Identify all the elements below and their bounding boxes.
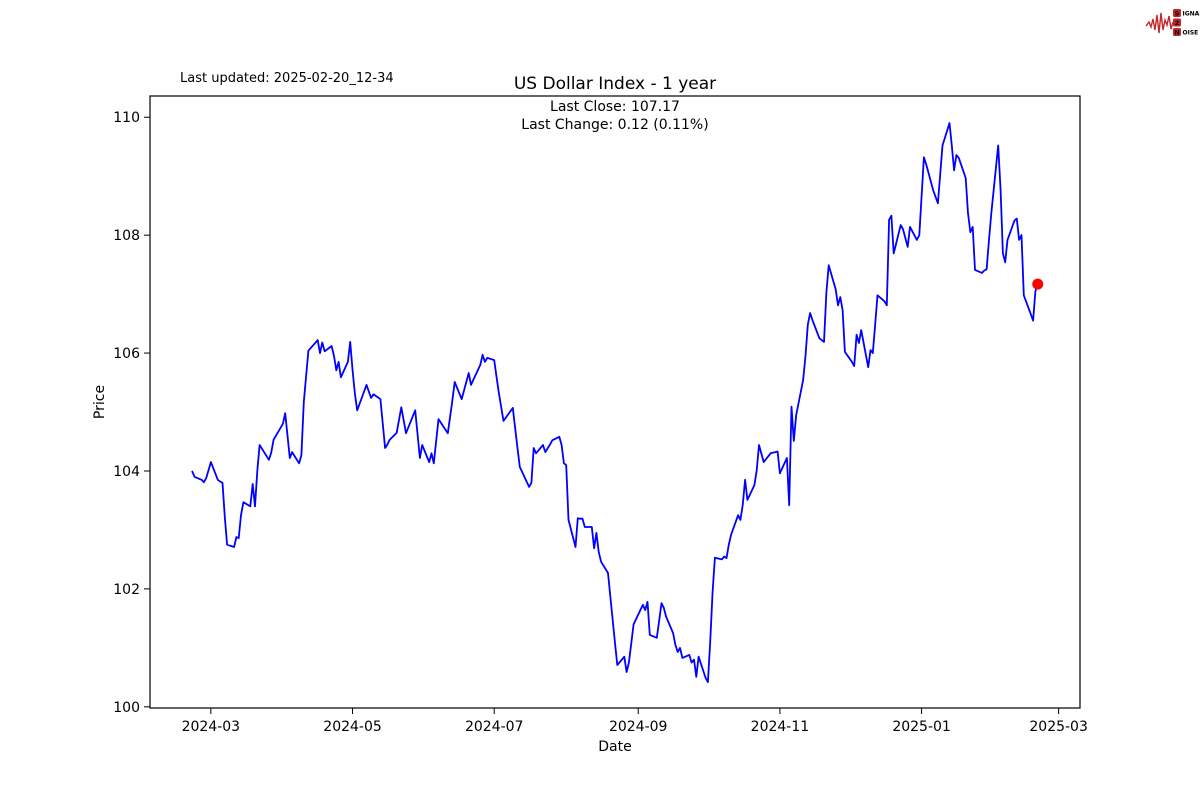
logo-text-ignal: IGNAL	[1183, 10, 1200, 17]
x-tick-label: 2024-05	[323, 719, 382, 735]
y-tick-label: 110	[113, 110, 140, 126]
price-series	[191, 122, 1044, 683]
logo-badge-2-digit: 2	[1175, 19, 1180, 27]
logo-badge-2	[1173, 18, 1181, 27]
logo-badge-n-letter: N	[1174, 28, 1179, 36]
y-tick-label: 104	[113, 464, 140, 480]
x-tick-label: 2025-01	[892, 719, 951, 735]
x-tick-label: 2024-07	[465, 719, 524, 735]
x-tick-label: 2024-11	[751, 719, 810, 735]
logo-row-1: S IGNAL	[1173, 9, 1200, 17]
last-updated-text: Last updated: 2025-02-20_12-34	[180, 71, 394, 86]
waveform-icon	[1145, 12, 1174, 34]
x-tick-label: 2024-03	[182, 719, 241, 735]
x-tick-label: 2024-09	[609, 719, 668, 735]
x-axis-label: Date	[598, 739, 631, 755]
signal2noise-logo: S IGNAL 2 N OISE	[1145, 9, 1200, 36]
x-tick-label: 2025-03	[1029, 719, 1088, 735]
logo-badge-s-letter: S	[1175, 9, 1180, 17]
y-tick-label: 108	[113, 228, 140, 244]
x-axis-ticks: 2024-03 2024-05 2024-07 2024-09 2024-11 2025-…	[182, 708, 1088, 735]
y-axis-ticks: 100 102 104 106 108 110	[113, 110, 150, 716]
logo-row-3: N OISE	[1173, 28, 1198, 36]
y-tick-label: 102	[113, 582, 140, 598]
chart-title: US Dollar Index - 1 year	[514, 74, 716, 94]
logo-badge-s	[1173, 9, 1181, 17]
last-close-annotation: Last Close: 107.17	[550, 99, 680, 115]
logo-text-oise: OISE	[1183, 29, 1199, 36]
last-change-annotation: Last Change: 0.12 (0.11%)	[521, 117, 708, 133]
y-tick-label: 100	[113, 700, 140, 716]
y-axis-label: Price	[92, 385, 108, 419]
logo-row-2: 2	[1173, 18, 1181, 27]
plot-border	[149, 95, 1081, 709]
price-line	[191, 122, 1039, 683]
last-price-marker	[1032, 278, 1044, 290]
logo-badge-n	[1173, 28, 1181, 36]
y-tick-label: 106	[113, 346, 140, 362]
